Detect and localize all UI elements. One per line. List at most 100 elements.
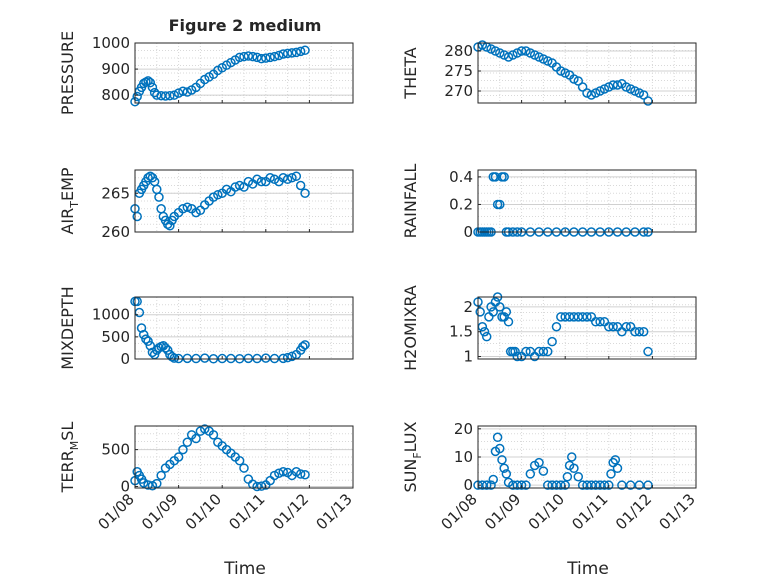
y-tick-label: 0.4	[449, 168, 473, 186]
data-point	[282, 174, 293, 185]
x-tick-label: 01/11	[225, 490, 268, 533]
data-point	[604, 480, 614, 490]
data-point	[141, 334, 151, 344]
data-point	[154, 192, 164, 202]
data-point	[573, 76, 584, 86]
y-axis-label: SUNFLUX	[401, 421, 424, 492]
data-point	[495, 199, 505, 210]
data-point	[495, 302, 505, 312]
data-point	[162, 345, 173, 355]
data-point	[145, 340, 156, 351]
subplot-7: 0 500 01/08 01/09 01/10 01/11 01/12 01/13 TERRMS…	[58, 422, 356, 534]
y-tick-label: 2	[463, 298, 473, 316]
data-point	[213, 190, 223, 200]
data-point	[134, 307, 145, 318]
data-point	[282, 352, 293, 363]
axes-frame	[134, 425, 354, 489]
subplot-5: 0 500 1000 MIXDEPTH	[58, 286, 354, 370]
data-point	[147, 82, 158, 93]
data-point	[278, 49, 288, 59]
data-point	[481, 331, 492, 342]
y-tick-label: 500	[101, 328, 130, 346]
y-tick-label: 270	[444, 82, 473, 100]
data-point	[499, 172, 509, 182]
data-point	[173, 452, 184, 462]
data-point	[612, 80, 623, 90]
data-point	[295, 46, 306, 57]
y-tick-label: 1.5	[449, 323, 473, 341]
data-point	[300, 340, 310, 350]
data-point	[512, 48, 522, 58]
data-point	[612, 463, 623, 474]
data-point	[569, 463, 579, 474]
data-point	[178, 86, 188, 97]
data-point	[182, 437, 193, 447]
data-point	[638, 326, 649, 337]
x-tick-label: 01/13	[656, 490, 699, 533]
data-point	[160, 91, 171, 101]
data-point	[521, 46, 531, 56]
data-point	[298, 341, 308, 352]
grid	[134, 297, 354, 360]
x-axis-label-right: Time	[566, 559, 609, 579]
data-point	[234, 180, 245, 191]
y-tick-label: 265	[101, 184, 130, 202]
y-tick-label: 0	[120, 350, 130, 368]
data-point	[608, 80, 618, 90]
data-point	[492, 432, 503, 443]
x-tick-label: 01/08	[438, 490, 481, 533]
data-point	[525, 469, 536, 479]
data-point	[152, 184, 162, 195]
data-point	[256, 53, 267, 64]
data-point	[508, 50, 518, 60]
x-tick-label: 01/13	[313, 490, 356, 533]
data-point	[300, 469, 310, 480]
data-point	[503, 52, 514, 62]
data-point	[138, 329, 149, 340]
data-point	[156, 204, 166, 214]
series-points	[473, 40, 653, 106]
y-tick-label: 0	[463, 476, 473, 494]
data-point	[191, 433, 201, 444]
data-point	[573, 471, 584, 482]
x-tick-label: 01/10	[525, 490, 568, 533]
y-tick-label: 1000	[92, 306, 130, 324]
data-point	[529, 50, 540, 60]
y-tick-label: 10	[454, 448, 473, 466]
data-point	[136, 323, 147, 333]
data-point	[234, 455, 245, 466]
y-tick-label: 0.2	[449, 195, 473, 213]
data-point	[132, 91, 142, 102]
data-point	[586, 90, 597, 100]
y-tick-label: 800	[101, 86, 130, 104]
x-tick-label: 01/08	[95, 490, 138, 533]
grid	[477, 43, 697, 103]
data-point	[525, 48, 536, 58]
data-point	[634, 326, 645, 337]
axes-frame	[134, 42, 354, 104]
y-axis-label: AIRTEMP	[58, 167, 81, 234]
data-point	[534, 457, 544, 468]
series-points	[130, 45, 310, 107]
data-point	[243, 353, 254, 364]
x-tick-label: 01/12	[269, 490, 312, 533]
data-point	[606, 469, 616, 479]
x-axis-label-left: Time	[223, 559, 266, 579]
data-point	[538, 346, 549, 357]
data-point	[582, 312, 592, 322]
data-point	[501, 307, 512, 317]
data-point	[173, 88, 184, 98]
data-point	[566, 452, 577, 462]
data-point	[200, 353, 210, 363]
data-point	[287, 48, 297, 58]
subplot-4: 0 0.2 0.4 RAINFALL	[401, 164, 697, 241]
series-points	[473, 432, 653, 490]
data-point	[608, 322, 618, 332]
data-point	[243, 51, 254, 61]
data-point	[274, 50, 284, 61]
data-point	[501, 469, 512, 479]
x-tick-label: 01/09	[481, 490, 524, 533]
data-point	[543, 56, 553, 66]
data-point	[208, 430, 219, 440]
data-point	[291, 47, 302, 58]
